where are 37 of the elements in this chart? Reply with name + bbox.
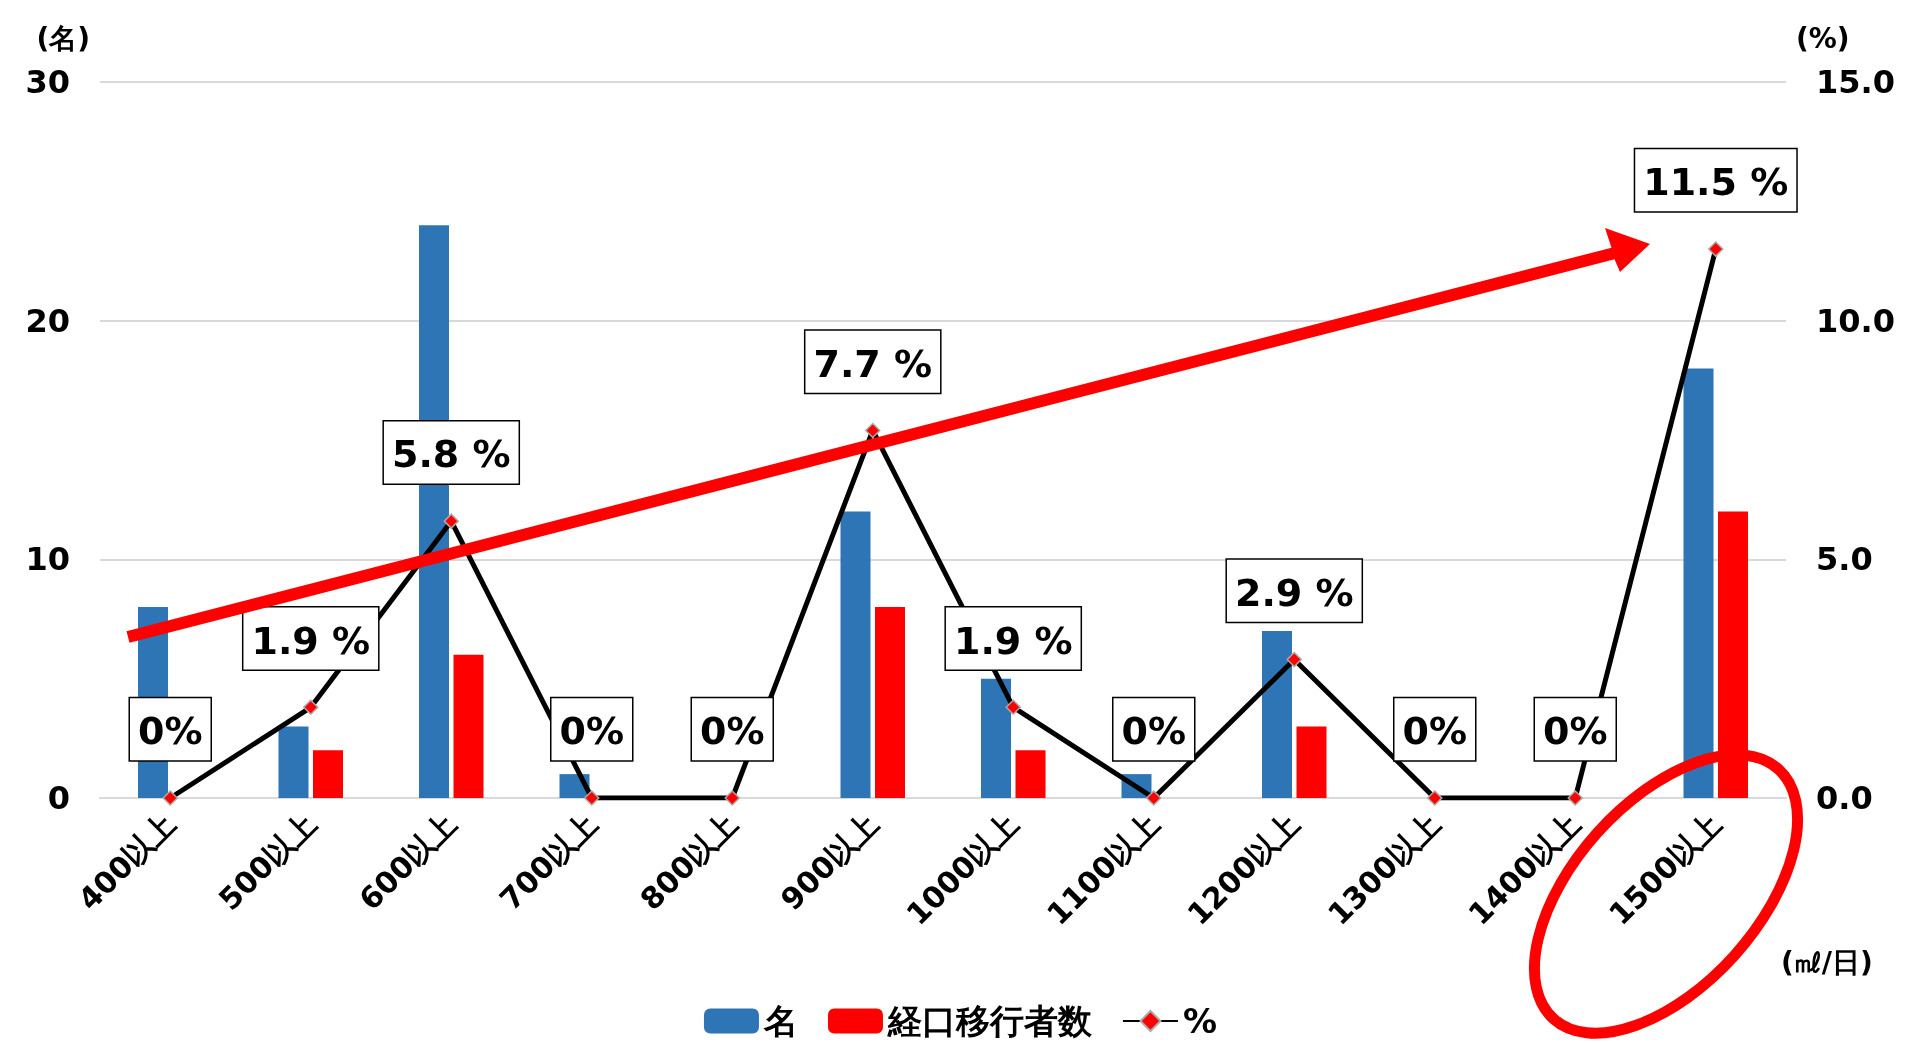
data-label: 1.9 % (251, 618, 371, 663)
data-label: 0% (699, 709, 765, 754)
data-label: 7.7 % (813, 341, 933, 386)
bar (875, 607, 905, 798)
y2-tick-label: 10.0 (1816, 301, 1895, 340)
legend-label: % (1182, 1001, 1218, 1041)
y-tick-label: 10 (25, 540, 70, 579)
y-tick-label: 30 (25, 63, 70, 101)
data-label: 2.9 % (1234, 570, 1354, 615)
data-label: 0% (1542, 709, 1608, 754)
bar (1296, 726, 1327, 798)
bar (278, 726, 309, 798)
y-tick-label: 20 (25, 301, 70, 340)
data-label: 0% (137, 709, 203, 754)
y2-tick-label: 5.0 (1816, 540, 1873, 579)
bar (1683, 368, 1714, 798)
y2-tick-label: 15.0 (1816, 63, 1895, 101)
data-label: 0% (1121, 709, 1187, 754)
y2-tick-label: 0.0 (1816, 779, 1873, 817)
bar (1262, 630, 1292, 798)
bar (840, 511, 871, 798)
x-axis-title: (㎖/日) (1781, 945, 1873, 979)
data-label: 1.9 % (953, 618, 1073, 663)
bar (1718, 511, 1748, 798)
y-tick-label: 0 (47, 779, 70, 817)
data-label: 5.8 % (391, 432, 511, 477)
data-label: 0% (1402, 709, 1468, 754)
data-label: 11.5 % (1643, 160, 1789, 205)
legend-label: 経口移行者数 (886, 1001, 1093, 1041)
bar (453, 654, 484, 798)
bar (1015, 750, 1046, 798)
bar (981, 678, 1011, 798)
y-axis-title: (名) (36, 21, 90, 55)
legend-label: 名 (762, 1001, 798, 1041)
bar (313, 750, 343, 798)
y2-axis-title: (%) (1796, 21, 1850, 55)
data-label: 0% (559, 709, 625, 754)
